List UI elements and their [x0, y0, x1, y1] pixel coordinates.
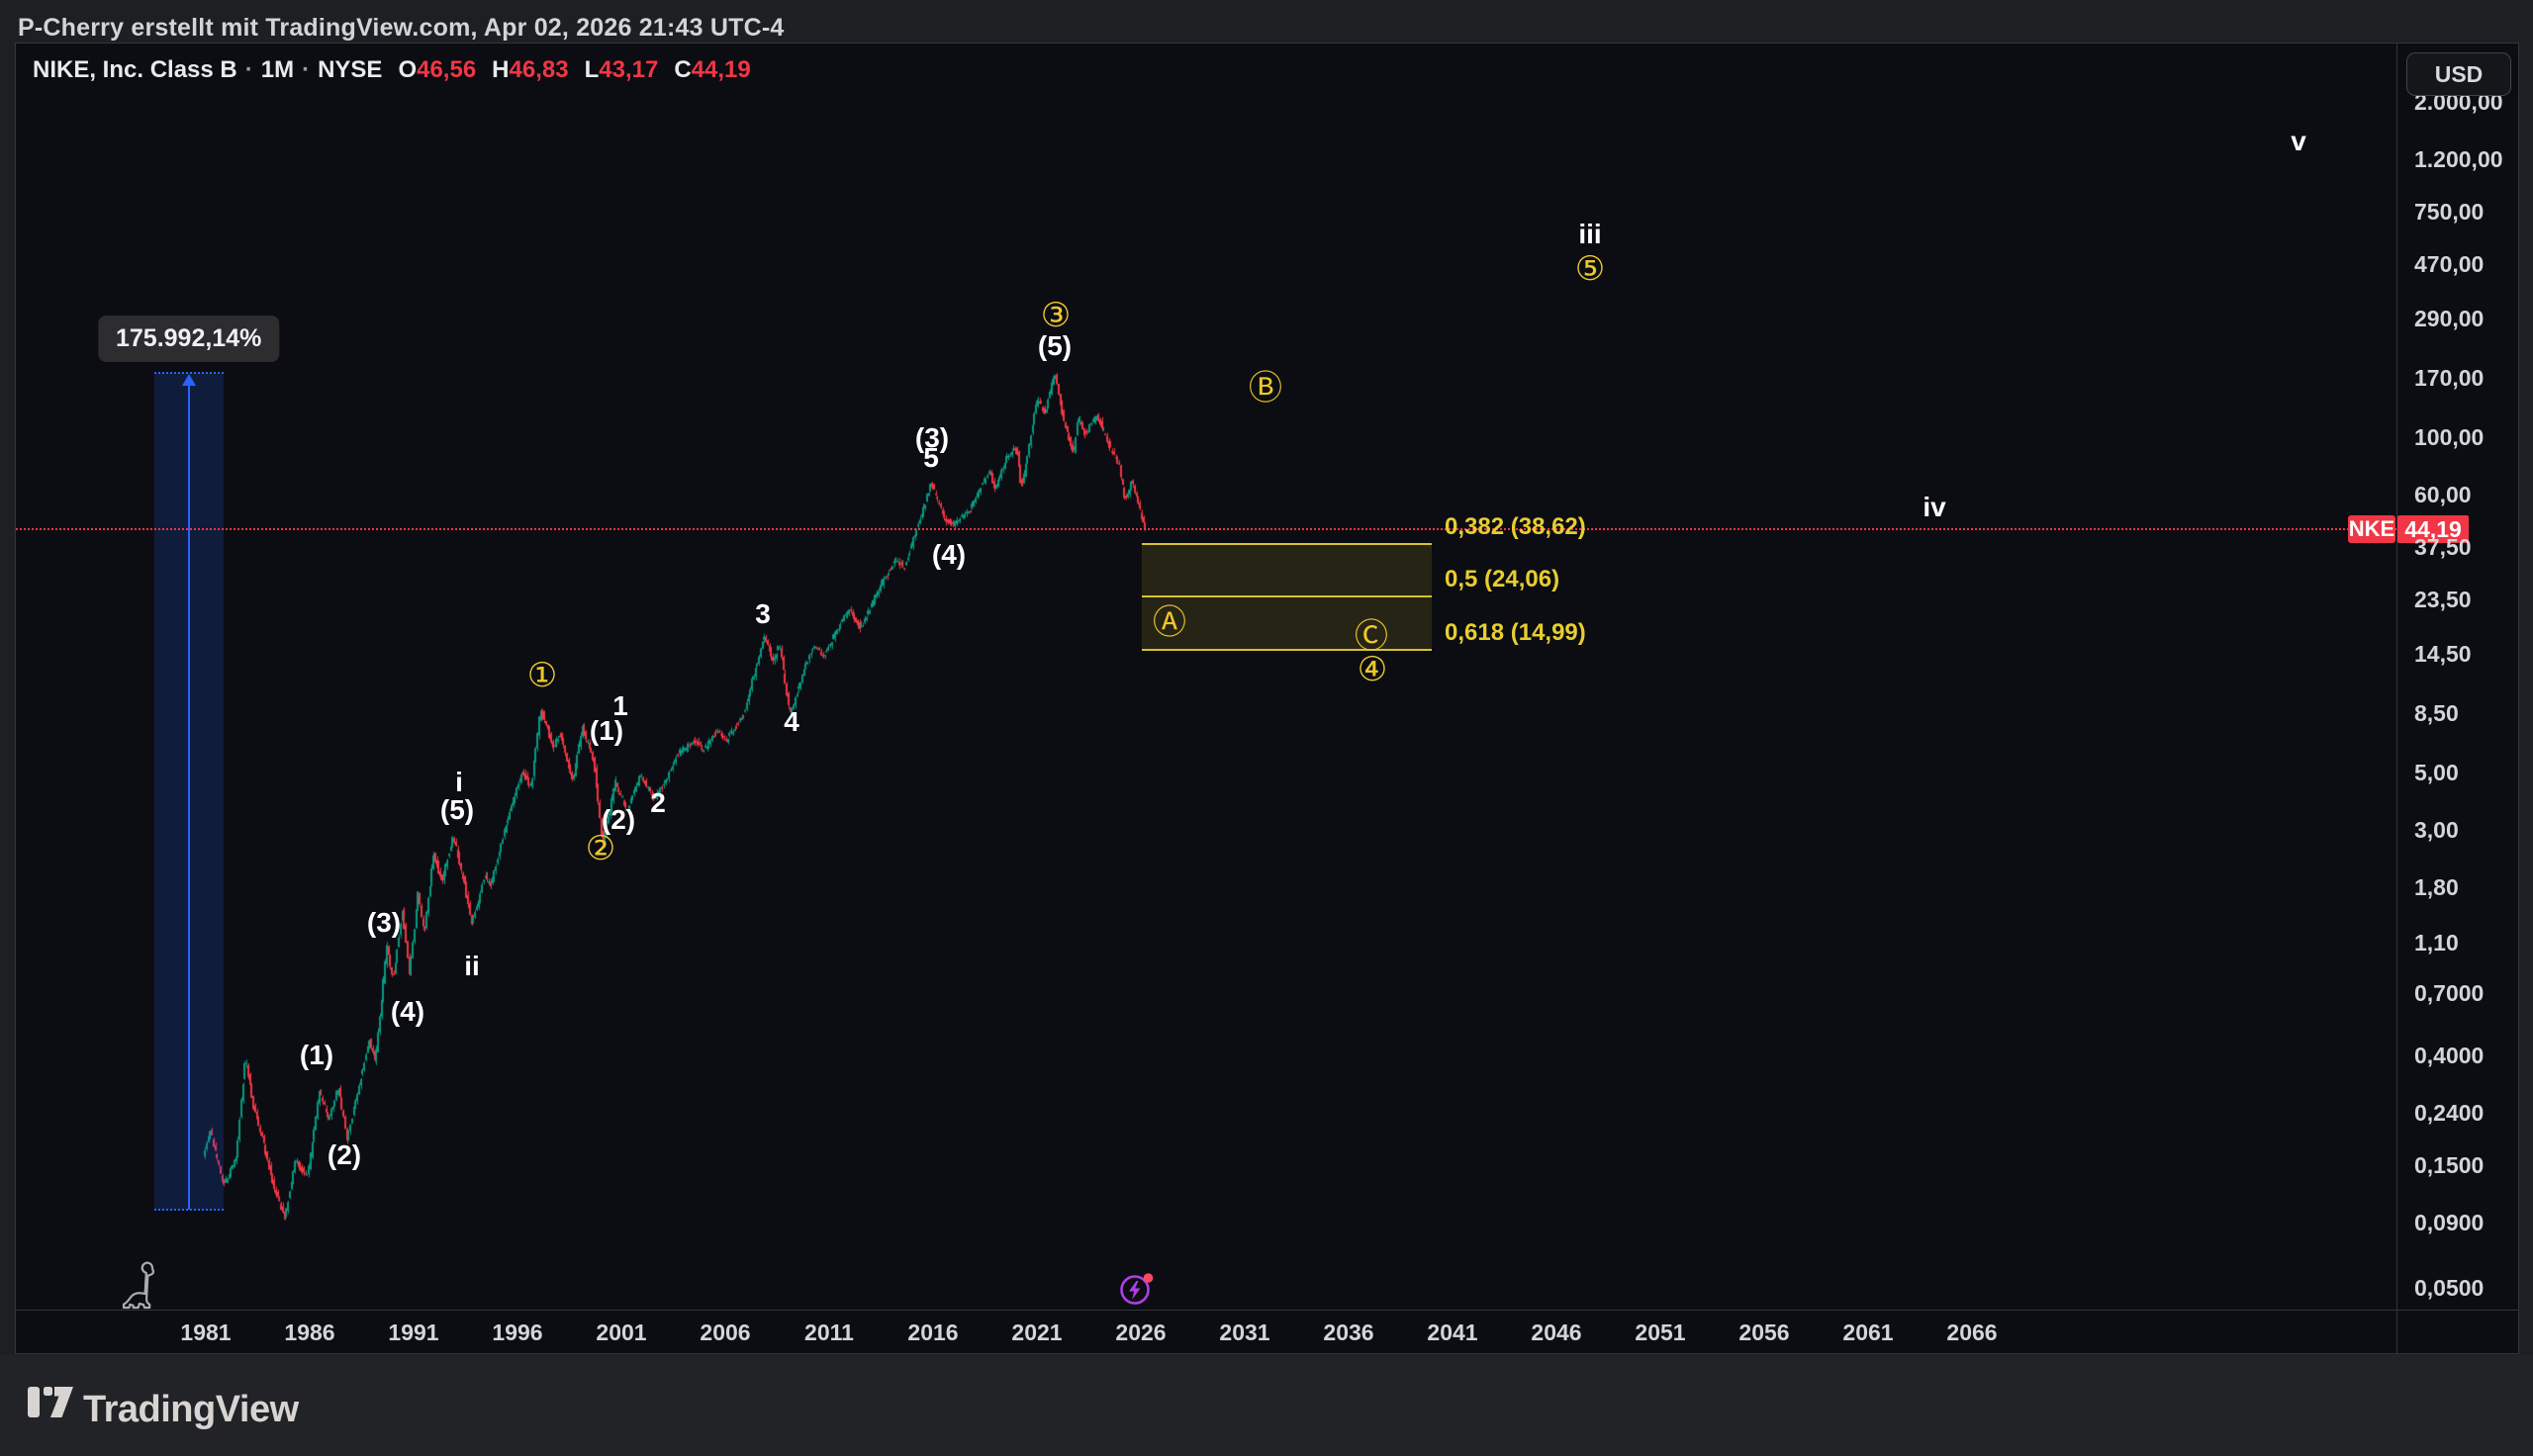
year-tick: 1981	[180, 1320, 232, 1345]
year-tick: 2056	[1738, 1320, 1790, 1345]
price-tick: 0,0900	[2414, 1209, 2485, 1235]
price-tick: 0,7000	[2414, 979, 2485, 1006]
ohlc-key: C	[674, 56, 692, 83]
ohlc-value: 46,56	[417, 56, 477, 83]
year-tick: 1996	[492, 1320, 543, 1345]
year-tick: 2006	[700, 1320, 751, 1345]
ohlc-key: H	[492, 56, 510, 83]
symbol-interval[interactable]: 1M	[260, 56, 295, 83]
ohlc-key: L	[584, 56, 600, 83]
year-tick: 2016	[907, 1320, 959, 1345]
symbol-exchange: NYSE	[318, 56, 383, 83]
symbol-title[interactable]: NIKE, Inc. Class B	[33, 56, 237, 83]
price-tick: 0,2400	[2414, 1099, 2485, 1126]
year-tick: 2011	[804, 1320, 854, 1345]
year-tick: 2031	[1219, 1320, 1270, 1345]
currency-toggle-button[interactable]: USD	[2406, 52, 2511, 96]
year-tick: 2046	[1531, 1320, 1582, 1345]
year-tick: 2001	[596, 1320, 647, 1345]
dino-icon	[122, 1261, 155, 1310]
price-tick: 0,0500	[2414, 1275, 2485, 1302]
year-tick: 2036	[1323, 1320, 1374, 1345]
year-tick: 1991	[388, 1320, 439, 1345]
price-tick: 23,50	[2414, 586, 2472, 612]
price-tick: 290,00	[2414, 305, 2485, 331]
ohlc-value: 44,19	[691, 56, 751, 83]
price-tick: 0,1500	[2414, 1152, 2485, 1179]
time-axis-separator	[15, 1310, 2519, 1311]
price-tick: 100,00	[2414, 424, 2485, 451]
ohlc-value: 43,17	[599, 56, 659, 83]
price-tick: 3,00	[2414, 816, 2459, 843]
price-tick: 1,80	[2414, 873, 2459, 900]
price-tick: 470,00	[2414, 250, 2485, 277]
price-tick: 5,00	[2414, 760, 2459, 786]
symbol-legend: NIKE, Inc. Class B · 1M · NYSE O46,56 H46,83 L4…	[33, 56, 751, 84]
year-tick: 2021	[1011, 1320, 1063, 1345]
ohlc-key: O	[398, 56, 418, 83]
price-tick: 750,00	[2414, 199, 2485, 226]
price-tick: 14,50	[2414, 640, 2472, 667]
year-tick: 2041	[1427, 1320, 1478, 1345]
price-tick: 1.200,00	[2414, 145, 2503, 172]
year-tick: 2026	[1115, 1320, 1167, 1345]
price-tick: 37,50	[2414, 534, 2472, 561]
legend-separator: ·	[302, 56, 311, 83]
price-tick: 60,00	[2414, 481, 2472, 507]
legend-separator: ·	[244, 56, 253, 83]
price-tick: 0,4000	[2414, 1043, 2485, 1069]
ohlc-values: O46,56 H46,83 L43,17 C44,19	[382, 56, 750, 83]
year-tick: 2066	[1946, 1320, 1998, 1345]
price-tick: 1,10	[2414, 929, 2459, 956]
price-tick: 8,50	[2414, 700, 2459, 727]
flash-boost-icon[interactable]	[1119, 1270, 1157, 1308]
ohlc-value: 46,83	[509, 56, 569, 83]
price-axis-separator	[2396, 44, 2397, 1353]
year-tick: 2061	[1842, 1320, 1894, 1345]
price-tick: 170,00	[2414, 365, 2485, 392]
year-tick: 1986	[284, 1320, 335, 1345]
year-tick: 2051	[1635, 1320, 1686, 1345]
